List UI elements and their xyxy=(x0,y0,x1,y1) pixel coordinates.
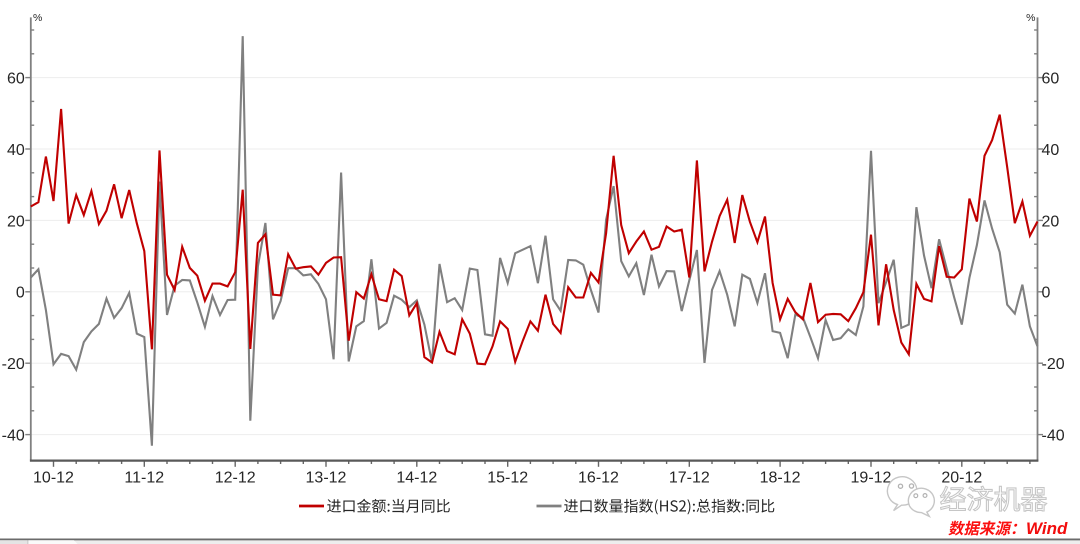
svg-text:-40: -40 xyxy=(1042,428,1065,445)
svg-text:20: 20 xyxy=(1042,213,1060,230)
svg-text:18-12: 18-12 xyxy=(760,469,801,486)
svg-text:60: 60 xyxy=(1042,71,1060,88)
svg-text:12-12: 12-12 xyxy=(215,469,256,486)
svg-text:40: 40 xyxy=(7,142,25,159)
svg-text:20-12: 20-12 xyxy=(941,469,982,486)
svg-text:%: % xyxy=(33,12,42,24)
svg-text:-20: -20 xyxy=(2,356,25,373)
svg-text:17-12: 17-12 xyxy=(669,469,710,486)
svg-text:15-12: 15-12 xyxy=(487,469,528,486)
svg-text:20: 20 xyxy=(7,213,25,230)
svg-text:%: % xyxy=(1026,12,1035,24)
svg-text:-40: -40 xyxy=(2,428,25,445)
svg-text:60: 60 xyxy=(7,71,25,88)
svg-text:-20: -20 xyxy=(1042,356,1065,373)
svg-text:0: 0 xyxy=(16,285,25,302)
svg-text:Wind: Wind xyxy=(1026,519,1068,538)
svg-text:40: 40 xyxy=(1042,142,1060,159)
svg-text:19-12: 19-12 xyxy=(851,469,892,486)
svg-text:14-12: 14-12 xyxy=(396,469,437,486)
svg-text:0: 0 xyxy=(1042,285,1051,302)
svg-text:10-12: 10-12 xyxy=(33,469,74,486)
svg-text:13-12: 13-12 xyxy=(306,469,347,486)
svg-text:16-12: 16-12 xyxy=(578,469,619,486)
svg-text:11-12: 11-12 xyxy=(124,469,164,486)
